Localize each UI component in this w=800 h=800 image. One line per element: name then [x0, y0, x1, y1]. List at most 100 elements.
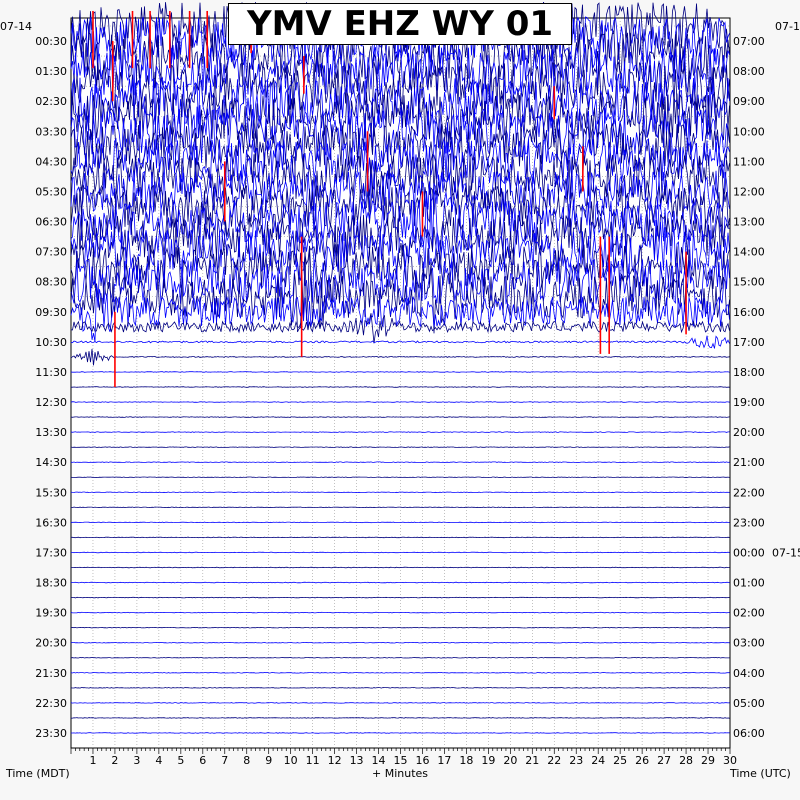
trace-line — [71, 386, 730, 388]
trace-line — [70, 60, 730, 111]
left-time-label: 00:30 — [35, 35, 67, 48]
trace-line — [70, 189, 730, 253]
trace-line — [71, 732, 730, 734]
left-time-label: 12:30 — [35, 396, 67, 409]
trace-line — [70, 476, 730, 478]
left-time-label: 08:30 — [35, 276, 67, 289]
x-tick-label: 14 — [372, 754, 386, 767]
trace-line — [70, 122, 730, 171]
trace-line — [70, 245, 730, 334]
left-time-label: 06:30 — [35, 216, 67, 229]
trace-line — [70, 596, 730, 599]
right-time-label: 09:00 — [733, 95, 765, 108]
x-tick-label: 19 — [481, 754, 495, 767]
left-time-label: 10:30 — [35, 336, 67, 349]
trace-line — [70, 506, 730, 509]
trace-line — [70, 672, 730, 674]
trace-line — [70, 431, 730, 433]
trace-line — [70, 626, 730, 629]
right-time-label: 05:00 — [733, 697, 765, 710]
right-time-label: 08:00 — [733, 65, 765, 78]
x-axis-label: + Minutes — [372, 767, 428, 780]
right-time-label: 23:00 — [733, 516, 765, 529]
right-time-label: 22:00 — [733, 486, 765, 499]
right-time-label: 07:00 — [733, 35, 765, 48]
trace-line — [70, 284, 730, 342]
trace-line — [70, 170, 730, 213]
left-time-label: 09:30 — [35, 306, 67, 319]
left-time-label: 02:30 — [35, 95, 67, 108]
x-tick-label: 23 — [569, 754, 583, 767]
x-tick-label: 16 — [415, 754, 429, 767]
x-tick-label: 7 — [221, 754, 228, 767]
right-time-label: 16:00 — [733, 306, 765, 319]
trace-line — [70, 259, 730, 305]
left-time-label: 03:30 — [35, 125, 67, 138]
right-time-label: 03:00 — [733, 637, 765, 650]
left-time-label: 05:30 — [35, 185, 67, 198]
left-time-label: 20:30 — [35, 637, 67, 650]
x-tick-label: 12 — [328, 754, 342, 767]
x-tick-label: 29 — [701, 754, 715, 767]
right-time-label: 10:00 — [733, 125, 765, 138]
x-tick-label: 2 — [111, 754, 118, 767]
x-tick-label: 27 — [657, 754, 671, 767]
x-axis: 1 2 3 4 5 6 7 8 9 10 11 12 13 14 15 16 17 18 19 20 21 22 23 24 2… — [70, 748, 737, 767]
x-tick-label: 21 — [525, 754, 539, 767]
x-tick-label: 25 — [613, 754, 627, 767]
x-tick-label: 28 — [679, 754, 693, 767]
right-time-axis: 07:00 08:00 09:00 10:00 11:00 12:00 13:00 14:00… — [733, 35, 800, 740]
left-time-label: 17:30 — [35, 546, 67, 559]
trace-line — [70, 335, 730, 349]
right-time-label: 18:00 — [733, 366, 765, 379]
plot-frame — [70, 17, 731, 749]
x-tick-label: 13 — [350, 754, 364, 767]
x-tick-label: 20 — [503, 754, 517, 767]
trace-line — [70, 656, 730, 659]
right-time-label: 13:00 — [733, 216, 765, 229]
right-time-label: 02:00 — [733, 607, 765, 620]
x-tick-label: 30 — [723, 754, 737, 767]
trace-line — [70, 76, 730, 126]
right-time-label: 19:00 — [733, 396, 765, 409]
left-time-label: 13:30 — [35, 426, 67, 439]
right-midnight-date-label: 07-15 — [772, 546, 800, 559]
x-tick-label: 24 — [591, 754, 605, 767]
trace-line — [71, 536, 730, 539]
right-time-label: 12:00 — [733, 185, 765, 198]
x-tick-label: 9 — [265, 754, 272, 767]
left-time-label: 11:30 — [35, 366, 67, 379]
trace-line — [70, 416, 730, 418]
x-tick-label: 17 — [437, 754, 451, 767]
trace-line — [70, 184, 730, 229]
trace-line — [70, 46, 730, 97]
trace-line — [70, 461, 730, 463]
left-time-label: 14:30 — [35, 456, 67, 469]
right-axis-label: Time (UTC) — [729, 767, 791, 780]
right-time-label: 14:00 — [733, 246, 765, 259]
left-time-label: 22:30 — [35, 697, 67, 710]
x-tick-label: 6 — [199, 754, 206, 767]
x-tick-label: 4 — [155, 754, 162, 767]
trace-line — [70, 153, 730, 199]
x-tick-label: 10 — [284, 754, 298, 767]
right-time-label: 21:00 — [733, 456, 765, 469]
trace-line — [71, 551, 730, 554]
left-time-label: 16:30 — [35, 516, 67, 529]
trace-line — [70, 702, 730, 704]
trace-line — [70, 521, 730, 524]
x-tick-label: 8 — [243, 754, 250, 767]
trace-line — [70, 348, 730, 366]
trace-line — [70, 641, 730, 644]
trace-line — [70, 219, 730, 275]
left-date-label: 07-14 — [0, 20, 32, 33]
x-tick-label: 18 — [459, 754, 473, 767]
x-tick-label: 5 — [177, 754, 184, 767]
x-tick-label: 3 — [133, 754, 140, 767]
trace-lines — [70, 1, 730, 734]
right-time-label: 04:00 — [733, 667, 765, 680]
chart-title: YMV EHZ WY 01 — [228, 3, 572, 45]
x-tick-label: 15 — [394, 754, 408, 767]
